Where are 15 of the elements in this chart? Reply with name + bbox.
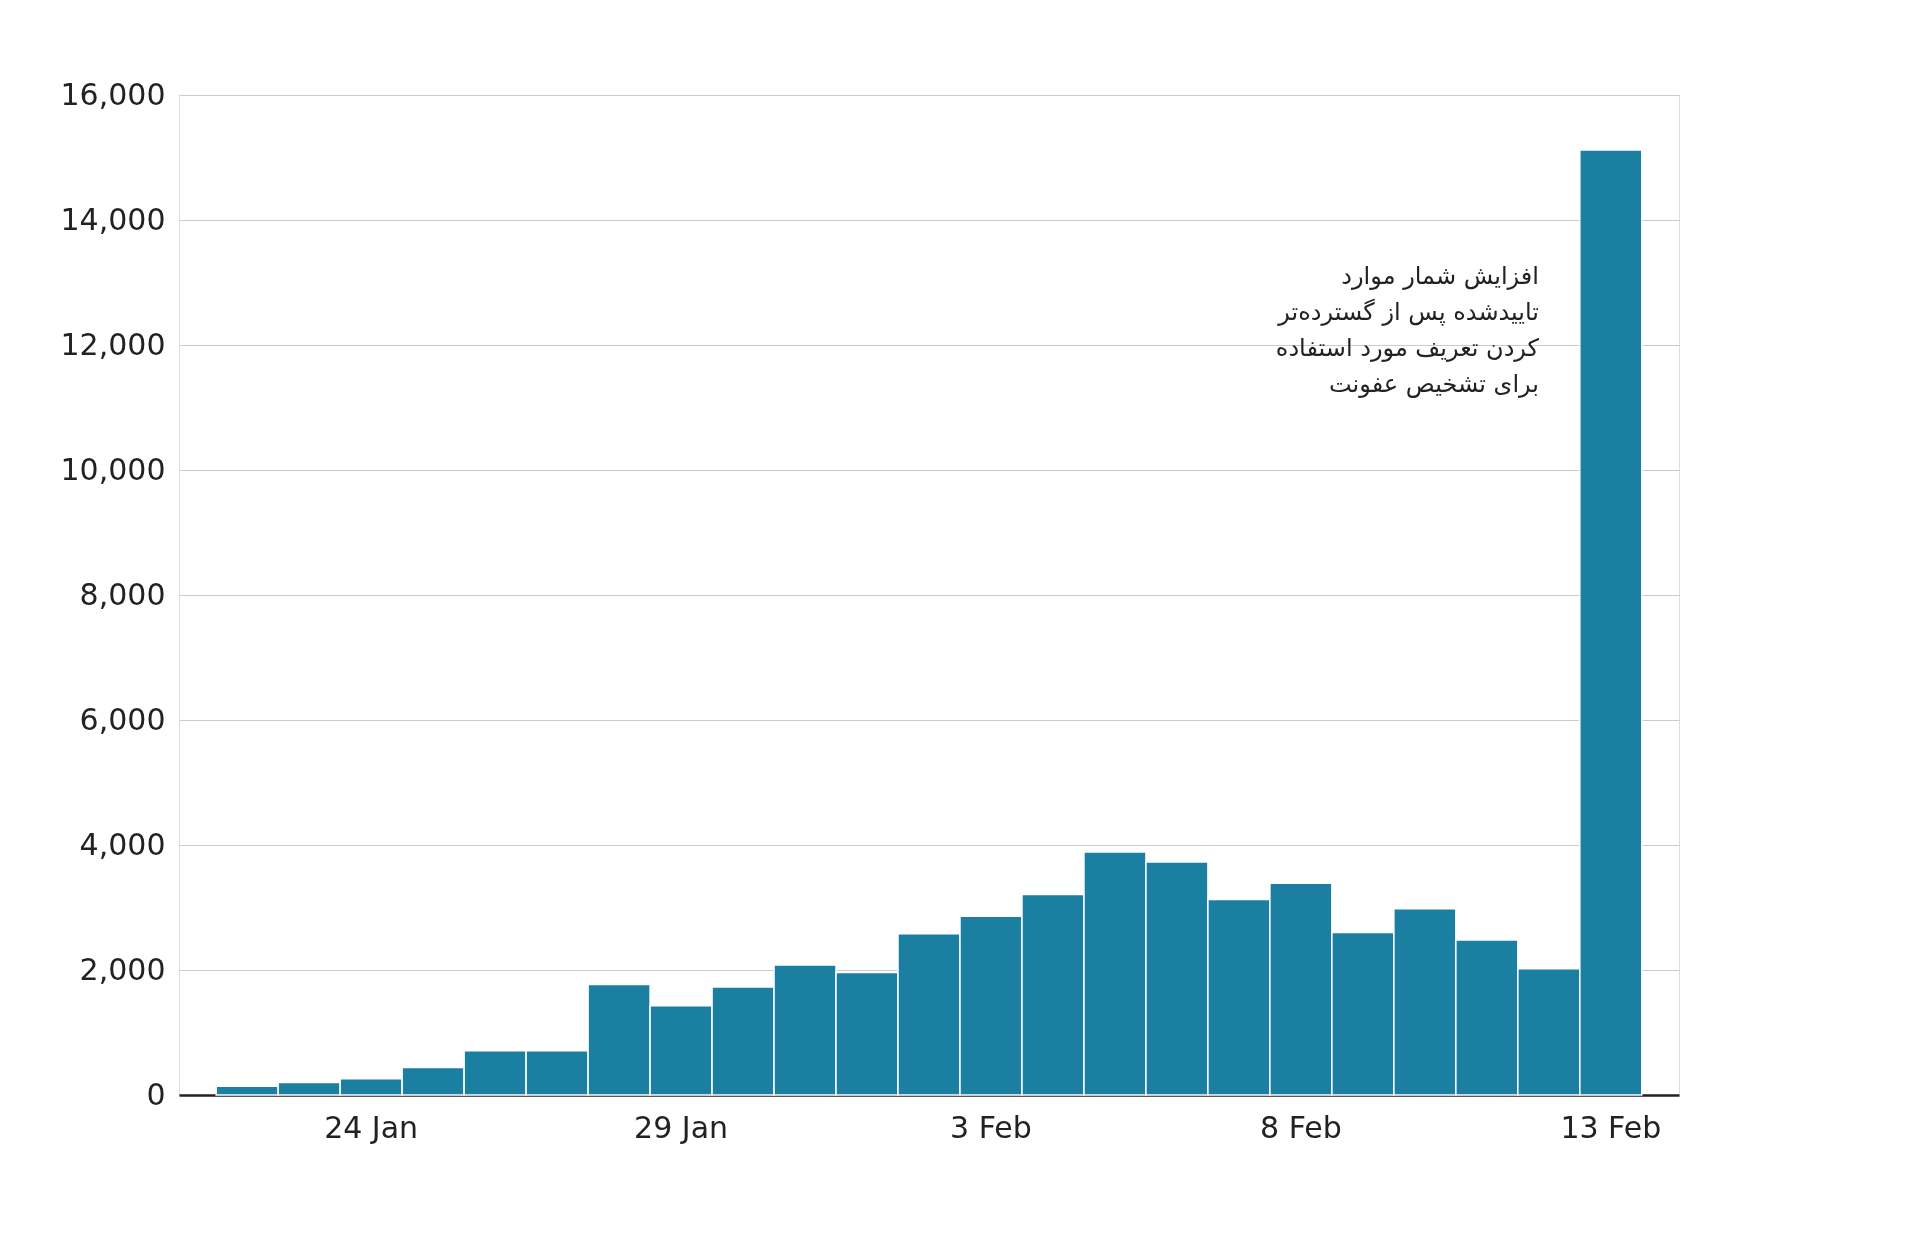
y-tick-label: 16,000 bbox=[60, 76, 166, 112]
y-tick-label: 6,000 bbox=[79, 701, 166, 737]
x-tick-label: 24 Jan bbox=[324, 1109, 419, 1145]
y-tick-label: 0 bbox=[146, 1076, 166, 1112]
y-tick-label: 4,000 bbox=[79, 826, 166, 862]
y-tick-label: 2,000 bbox=[79, 951, 166, 987]
y-tick-label: 8,000 bbox=[79, 576, 166, 612]
x-tick-label: 13 Feb bbox=[1560, 1109, 1662, 1145]
annotation: افزایش شمار موارد تاییدشده پس از گسترده‌تر کردن تعریف مورد استفاده برای تشخیص عفونت bbox=[1275, 262, 1540, 398]
x-tick-label: 3 Feb bbox=[950, 1109, 1032, 1145]
y-tick-label: 14,000 bbox=[60, 201, 166, 237]
x-tick-label: 29 Jan bbox=[634, 1109, 729, 1145]
y-tick-label: 12,000 bbox=[60, 326, 166, 362]
x-tick-label: 8 Feb bbox=[1260, 1109, 1342, 1145]
y-tick-label: 10,000 bbox=[60, 451, 166, 487]
